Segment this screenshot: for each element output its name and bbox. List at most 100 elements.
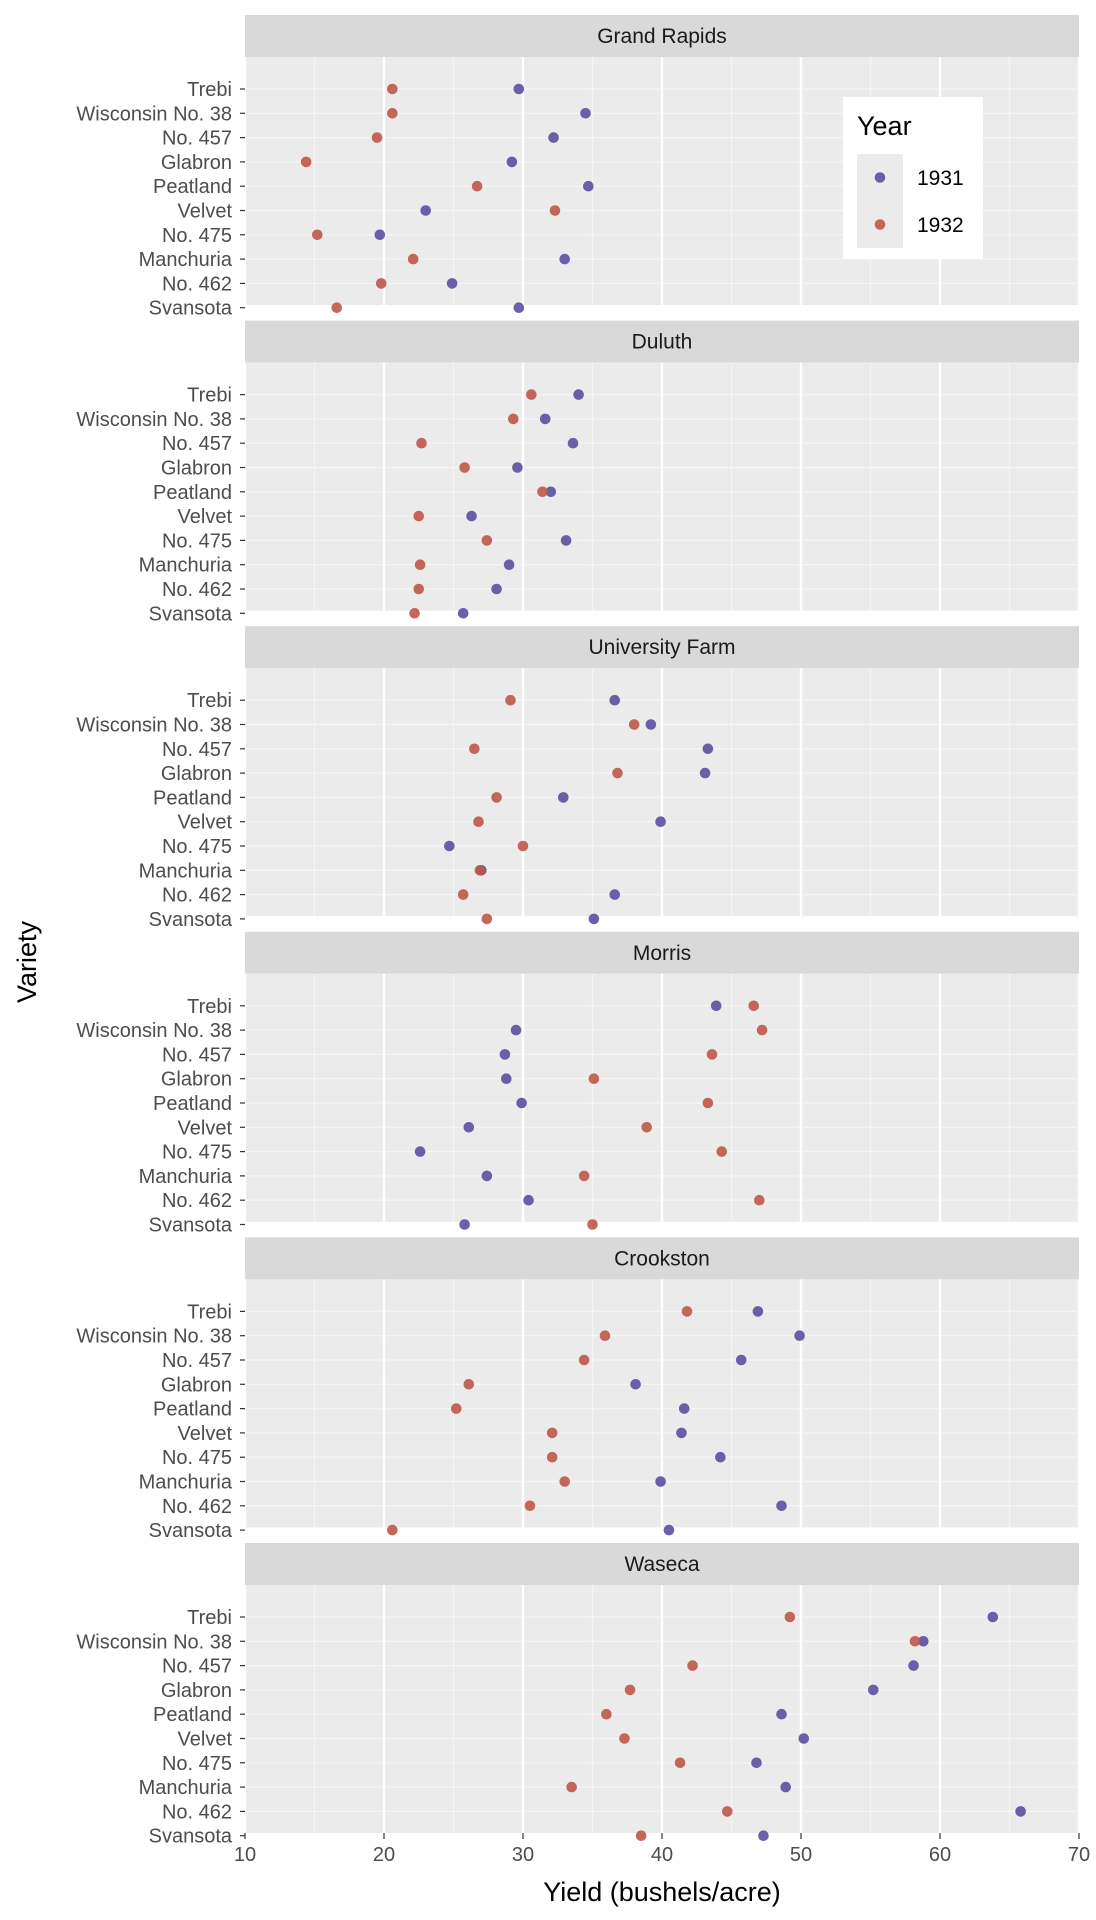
point-1932-trebi bbox=[681, 1306, 693, 1317]
point-1932-no-462 bbox=[722, 1806, 733, 1817]
y-tick-label: No. 475 bbox=[162, 530, 232, 552]
point-1932-no-475 bbox=[546, 1451, 558, 1463]
point-1932-no-462 bbox=[457, 889, 469, 900]
point-1932-no-457 bbox=[687, 1660, 698, 1671]
y-tick-label: No. 475 bbox=[162, 836, 232, 858]
y-tick-label: Velvet bbox=[178, 506, 233, 528]
facet-title: Duluth bbox=[632, 331, 693, 354]
point-1932-velvet bbox=[641, 1122, 653, 1133]
point-1932-velvet bbox=[619, 1733, 630, 1744]
point-1932-trebi bbox=[748, 1000, 760, 1012]
x-tick-label: 50 bbox=[790, 1844, 812, 1866]
point-1931-no-457 bbox=[702, 743, 714, 755]
point-1932-wisconsin-no-38 bbox=[507, 413, 519, 425]
x-tick-label: 20 bbox=[373, 1844, 395, 1866]
legend-label-1932: 1932 bbox=[917, 214, 964, 237]
point-1931-wisconsin-no-38 bbox=[580, 108, 591, 119]
point-1931-no-475 bbox=[715, 1451, 726, 1463]
x-tick-label: 10 bbox=[234, 1844, 256, 1866]
point-1932-no-475 bbox=[311, 229, 323, 241]
point-1932-peatland bbox=[601, 1708, 612, 1720]
y-tick-label: Velvet bbox=[178, 812, 233, 834]
y-tick-label: Glabron bbox=[161, 763, 232, 785]
x-tick-label: 60 bbox=[929, 1844, 951, 1866]
point-1932-velvet bbox=[549, 205, 561, 216]
point-1931-trebi bbox=[710, 1000, 722, 1012]
y-tick-label: No. 457 bbox=[162, 739, 232, 761]
point-1931-no-475 bbox=[751, 1757, 762, 1769]
y-tick-label: Wisconsin No. 38 bbox=[76, 103, 232, 125]
y-tick-label: Trebi bbox=[187, 79, 232, 101]
point-1932-no-457 bbox=[578, 1354, 590, 1366]
point-1931-no-475 bbox=[374, 229, 386, 241]
point-1931-wisconsin-no-38 bbox=[918, 1636, 929, 1647]
y-tick-label: Peatland bbox=[153, 176, 232, 198]
facet-title: Crookston bbox=[614, 1247, 710, 1270]
point-1932-wisconsin-no-38 bbox=[756, 1024, 768, 1036]
point-1931-glabron bbox=[512, 462, 523, 473]
point-1931-manchuria bbox=[481, 1170, 493, 1182]
point-1931-peatland bbox=[516, 1097, 527, 1109]
facet-title: Morris bbox=[633, 942, 691, 965]
point-1931-no-475 bbox=[444, 840, 455, 852]
point-1931-wisconsin-no-38 bbox=[645, 719, 657, 730]
point-1931-trebi bbox=[513, 83, 525, 95]
point-1932-peatland bbox=[537, 486, 548, 498]
legend-label-1931: 1931 bbox=[917, 167, 964, 190]
point-1932-peatland bbox=[450, 1403, 462, 1414]
point-1931-svansota bbox=[457, 608, 469, 619]
y-tick-label: Peatland bbox=[153, 1704, 232, 1726]
y-tick-label: Velvet bbox=[178, 1423, 233, 1445]
point-1931-glabron bbox=[699, 767, 711, 779]
point-1931-trebi bbox=[987, 1611, 999, 1623]
y-tick-label: Peatland bbox=[153, 1093, 232, 1115]
point-1932-glabron bbox=[588, 1073, 600, 1084]
point-1932-wisconsin-no-38 bbox=[387, 108, 398, 119]
point-1932-no-462 bbox=[413, 583, 425, 595]
y-tick-label: Manchuria bbox=[139, 249, 233, 271]
point-1932-svansota bbox=[331, 302, 343, 314]
point-1931-peatland bbox=[776, 1708, 787, 1720]
point-1932-trebi bbox=[526, 389, 537, 400]
x-tick-label: 30 bbox=[512, 1844, 534, 1866]
point-1932-trebi bbox=[387, 83, 398, 95]
point-1931-glabron bbox=[630, 1379, 641, 1390]
facet-title: University Farm bbox=[588, 636, 735, 659]
y-tick-label: Velvet bbox=[178, 1729, 233, 1751]
y-tick-label: No. 475 bbox=[162, 1447, 232, 1469]
y-tick-label: Svansota bbox=[149, 909, 233, 931]
point-1931-svansota bbox=[588, 913, 600, 925]
point-1931-velvet bbox=[463, 1122, 475, 1133]
point-1932-no-475 bbox=[481, 535, 493, 546]
point-1932-velvet bbox=[546, 1427, 558, 1439]
y-axis-title: Variety bbox=[12, 920, 42, 1003]
facet-title: Waseca bbox=[624, 1553, 699, 1576]
y-tick-label: No. 457 bbox=[162, 1044, 232, 1066]
y-tick-label: Manchuria bbox=[139, 1472, 233, 1494]
point-1932-trebi bbox=[784, 1611, 796, 1623]
point-1932-manchuria bbox=[559, 1476, 570, 1487]
point-1932-glabron bbox=[624, 1684, 636, 1696]
point-1931-peatland bbox=[558, 792, 569, 803]
point-1932-svansota bbox=[387, 1524, 398, 1536]
point-1931-no-457 bbox=[548, 132, 559, 143]
y-tick-label: Peatland bbox=[153, 482, 232, 504]
point-1931-velvet bbox=[798, 1733, 810, 1744]
facet-strip bbox=[245, 1543, 1079, 1585]
point-1931-svansota bbox=[513, 302, 525, 314]
y-tick-label: Manchuria bbox=[139, 1777, 233, 1799]
point-1931-velvet bbox=[655, 816, 666, 827]
y-tick-label: Peatland bbox=[153, 787, 232, 809]
point-1931-svansota bbox=[758, 1830, 769, 1841]
point-1932-glabron bbox=[612, 767, 623, 779]
facet-strip bbox=[245, 320, 1079, 363]
point-1932-svansota bbox=[409, 608, 420, 619]
y-tick-label: No. 462 bbox=[162, 1190, 232, 1212]
point-1931-no-475 bbox=[560, 535, 572, 546]
point-1931-no-462 bbox=[609, 889, 621, 900]
x-tick-label: 70 bbox=[1068, 1844, 1090, 1866]
point-1931-no-475 bbox=[414, 1146, 426, 1157]
point-1932-no-457 bbox=[416, 437, 427, 449]
point-1931-no-457 bbox=[567, 437, 579, 449]
